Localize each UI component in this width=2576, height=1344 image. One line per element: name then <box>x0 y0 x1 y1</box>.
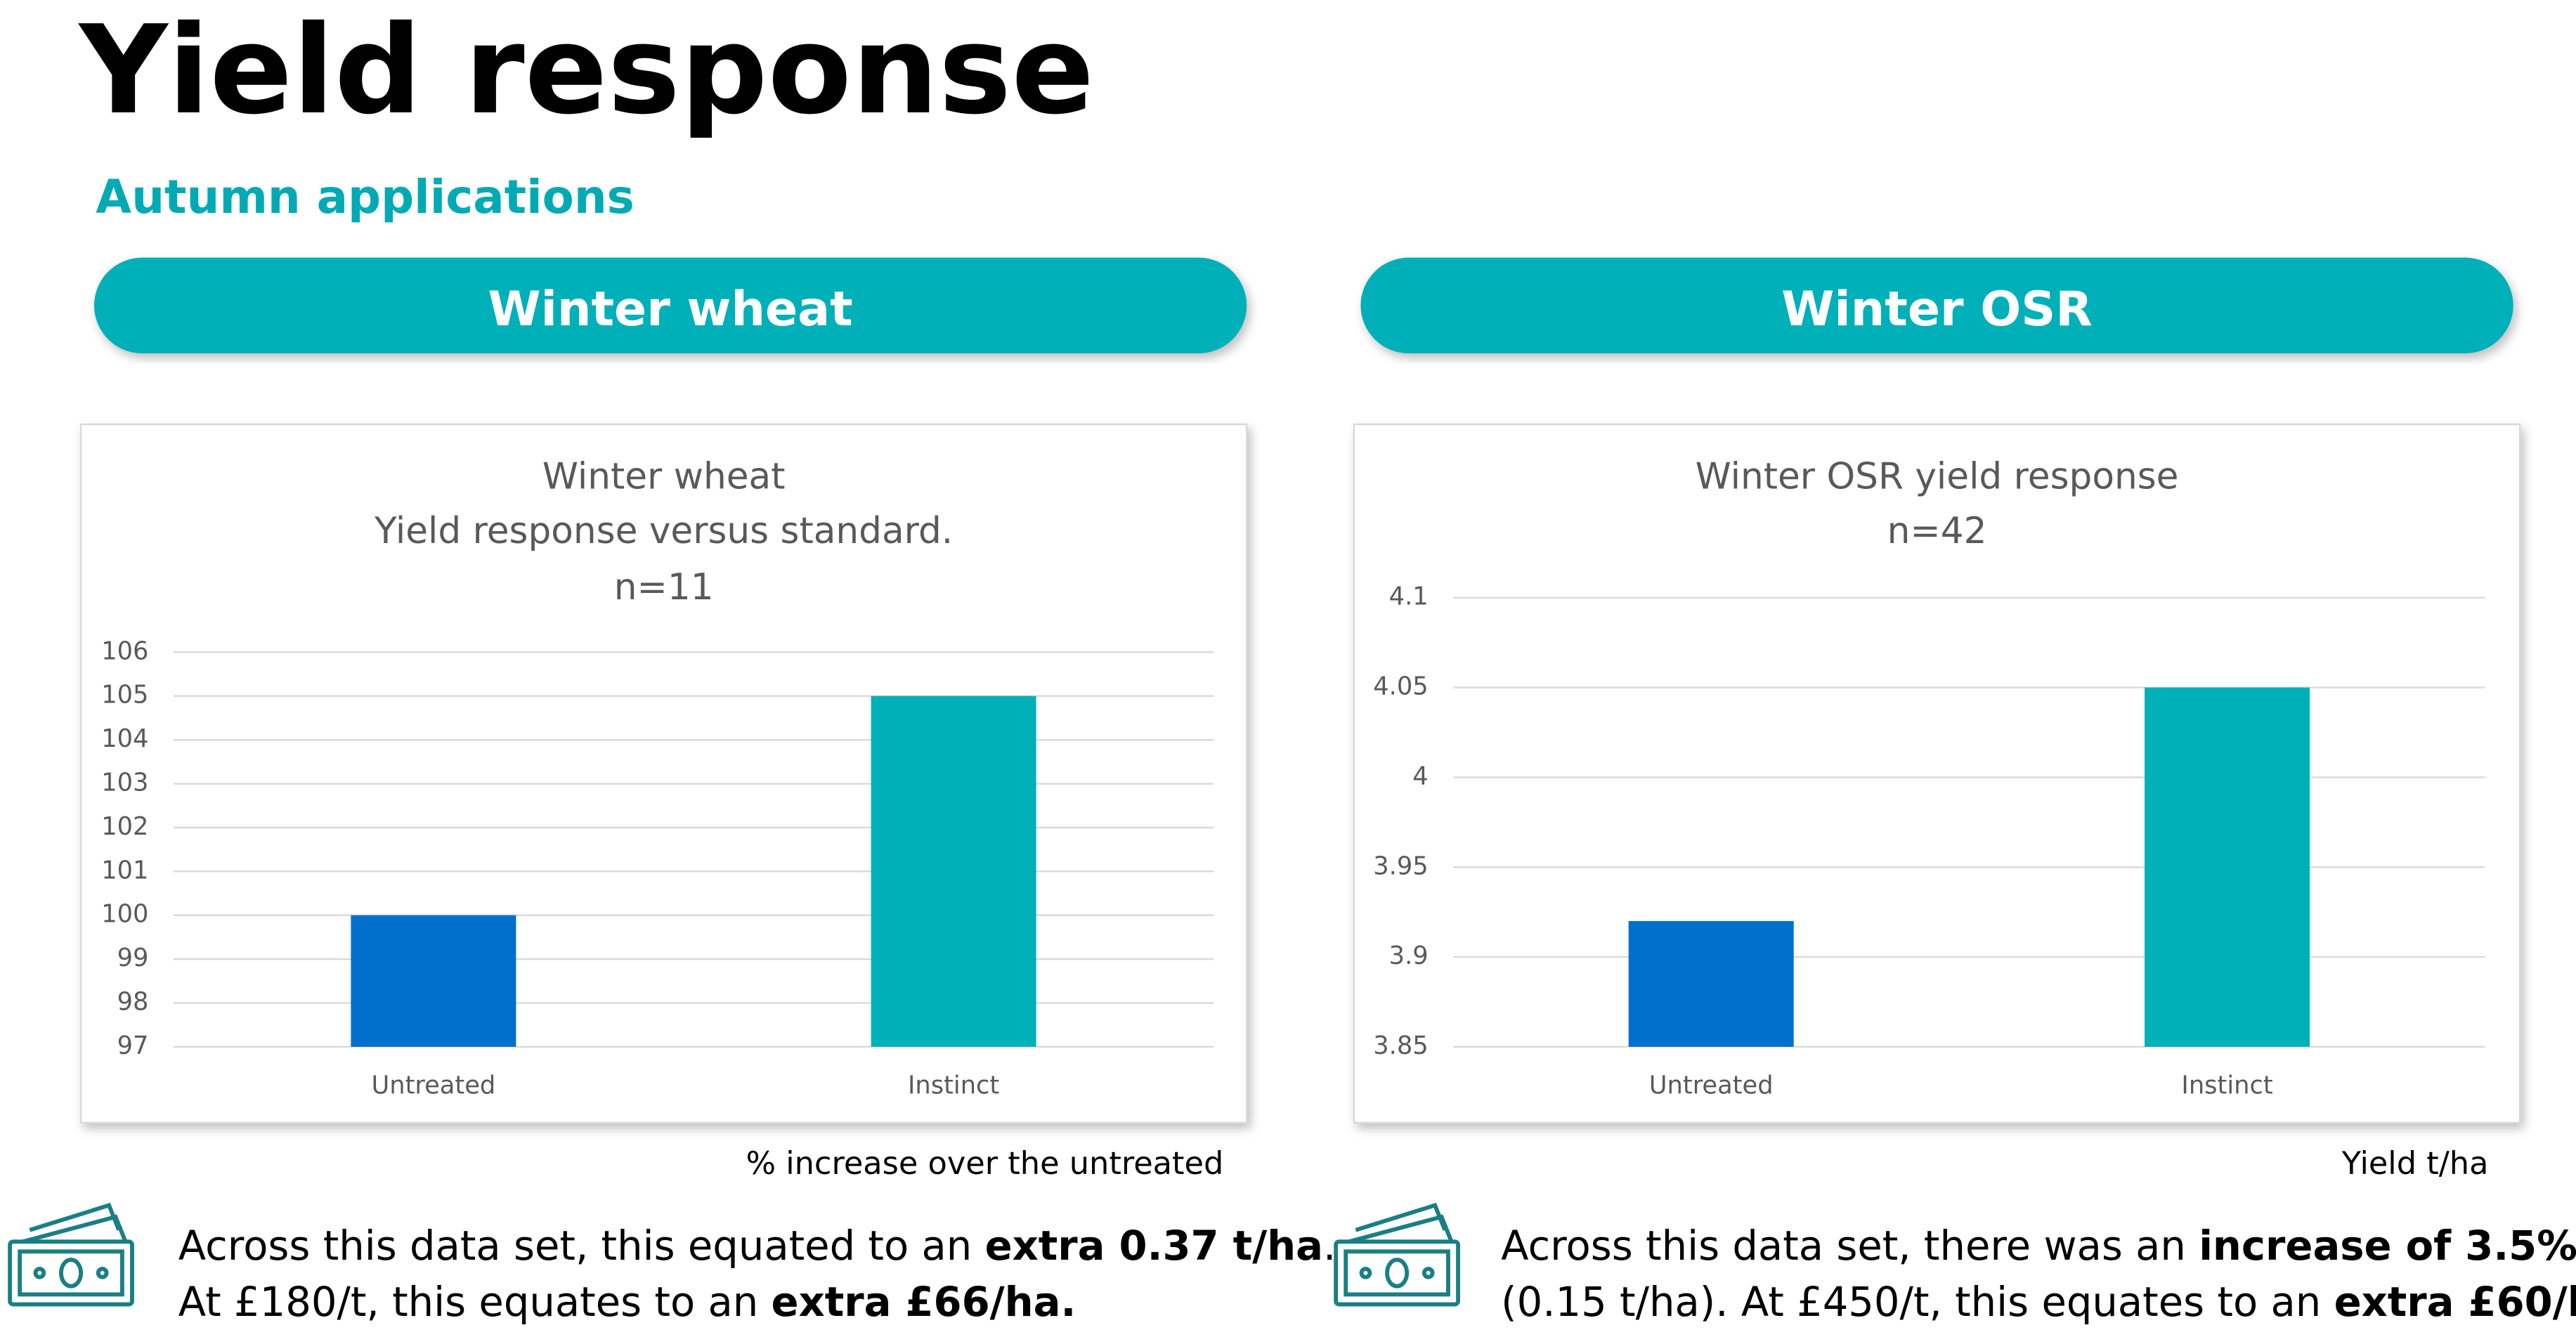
chart-caption: Yield t/ha <box>2341 1145 2489 1182</box>
chart-caption: % increase over the untreated <box>746 1145 1224 1182</box>
y-tick-label: 99 <box>117 944 149 972</box>
y-tick-label: 97 <box>117 1031 149 1060</box>
y-tick-label: 104 <box>101 724 148 753</box>
chart-frame <box>79 423 1248 1124</box>
chart-frame <box>1353 423 2521 1124</box>
x-tick-label: Untreated <box>371 1071 495 1100</box>
bar <box>1628 920 1794 1047</box>
panel-header: Winter OSR <box>1781 282 2093 337</box>
bar <box>351 915 516 1047</box>
x-tick-label: Instinct <box>2181 1071 2272 1100</box>
note-line: (0.15 t/ha). At £450/t, this equates to … <box>1501 1279 2576 1326</box>
note-emphasis: extra £66/ha. <box>772 1279 1076 1326</box>
y-tick-label: 103 <box>101 769 148 797</box>
page-title: Yield response <box>78 0 1094 142</box>
money-icon <box>1334 1202 1460 1307</box>
page-subtitle: Autumn applications <box>96 170 635 224</box>
y-tick-label: 3.85 <box>1373 1031 1429 1060</box>
y-tick-label: 4.1 <box>1389 582 1429 611</box>
note-emphasis: extra £60/ha. <box>2334 1279 2576 1326</box>
bar <box>871 696 1036 1047</box>
note-text: (0.15 t/ha). At £450/t, this equates to … <box>1501 1279 2334 1326</box>
money-icon <box>8 1202 134 1307</box>
chart-annotation: n=42 <box>1887 510 1987 552</box>
y-tick-label: 4.05 <box>1373 672 1429 701</box>
chart-title: Winter OSR yield response <box>1696 456 2179 498</box>
y-tick-label: 3.9 <box>1389 941 1429 970</box>
y-tick-label: 100 <box>101 900 148 929</box>
panel-header-bg <box>93 257 1247 353</box>
chart-subtitle: Yield response versus standard. <box>374 510 953 552</box>
note-emphasis: extra 0.37 t/ha <box>985 1222 1323 1270</box>
y-tick-label: 98 <box>117 988 149 1017</box>
note-text: At £180/t, this equates to an <box>178 1279 772 1326</box>
panel-header-bg <box>1360 257 2513 353</box>
note-text: Across this data set, this equated to an <box>178 1222 985 1270</box>
bar <box>2145 687 2310 1047</box>
note-line: At £180/t, this equates to an extra £66/… <box>178 1279 1076 1326</box>
x-tick-label: Untreated <box>1649 1071 1774 1100</box>
chart-title: Winter wheat <box>542 456 786 498</box>
y-tick-label: 3.95 <box>1373 852 1429 880</box>
y-tick-label: 101 <box>101 856 148 885</box>
note-emphasis: increase of 3.5% <box>2199 1222 2576 1270</box>
x-tick-label: Instinct <box>908 1071 999 1100</box>
y-tick-label: 4 <box>1412 762 1428 790</box>
y-tick-label: 106 <box>101 637 148 665</box>
y-tick-label: 105 <box>101 681 148 710</box>
y-tick-label: 102 <box>101 812 148 841</box>
note-line: Across this data set, this equated to an… <box>178 1222 1336 1270</box>
note-text: . <box>1323 1222 1336 1270</box>
note-text: Across this data set, there was an <box>1501 1222 2199 1270</box>
note-line: Across this data set, there was an incre… <box>1501 1222 2576 1270</box>
chart-annotation: n=11 <box>614 566 714 608</box>
panel-header: Winter wheat <box>488 282 852 337</box>
